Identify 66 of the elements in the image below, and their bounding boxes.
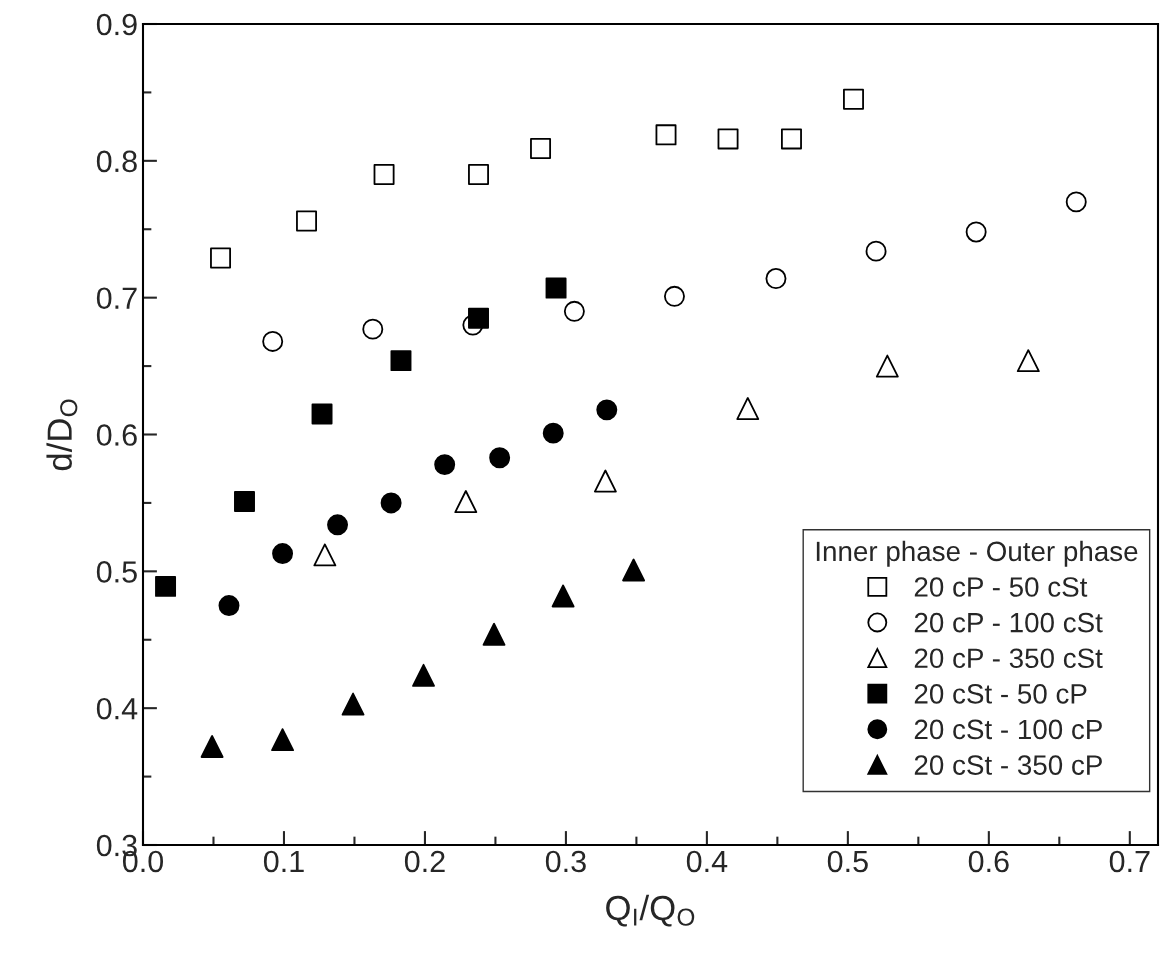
point [843,88,864,110]
point [1016,349,1040,373]
point [530,138,552,159]
point [272,543,294,565]
legend-label: 20 cP - 100 cSt [914,612,1103,633]
legend-label: 20 cP - 350 cSt [914,648,1103,669]
point [327,514,349,536]
point [736,397,760,420]
point [234,491,255,513]
point [542,422,564,444]
point [593,469,617,493]
point [210,247,232,269]
legend-label: 20 cSt - 50 cP [914,684,1087,704]
x-tick-label: 0.5 [827,850,868,873]
point [551,584,575,608]
point [434,454,456,476]
y-tick-label: 0.8 [96,150,137,173]
point [380,492,402,514]
point [311,403,333,425]
point [373,164,395,185]
point [296,210,318,232]
y-tick-label: 0.7 [96,287,137,310]
x-tick-label: 0.7 [1109,850,1150,873]
point [489,447,511,469]
point [262,330,284,352]
point [875,354,899,378]
legend-title: Inner phase - Outer phase [816,540,1138,567]
x-axis-title: Q$_{I}$/Q$_{O}$ [606,894,695,927]
point [545,277,567,299]
point [765,268,787,289]
point [313,543,337,567]
point [454,490,478,513]
point [1065,191,1087,213]
y-tick-label: 0.4 [96,697,138,720]
point [271,728,294,752]
point [655,124,677,146]
legend-label: 20 cSt - 100 cP [914,719,1102,740]
x-tick-label: 0.3 [545,850,586,873]
point [362,318,384,340]
point [663,285,685,307]
y-tick-label: 0.6 [96,424,137,446]
y-axis-title: d/D$_{O}$ [46,399,78,471]
point [412,663,435,687]
point [717,128,739,150]
point [468,307,489,329]
point [622,558,646,582]
point [780,128,802,150]
point [596,399,618,421]
x-tick-label: 0.4 [686,850,728,873]
point [865,240,887,262]
legend-label: 20 cP - 50 cSt [914,577,1088,597]
point [218,595,240,617]
point [200,735,224,758]
x-tick-label: 0.1 [263,850,304,873]
point [563,300,585,322]
point [468,164,489,185]
y-tick-label: 0.5 [96,561,137,583]
x-tick-label: 0.2 [404,850,445,873]
point [155,575,177,597]
point [965,221,987,243]
legend-label: 20 cSt - 350 cP [914,755,1102,775]
point [390,350,412,372]
point [482,622,506,646]
point [341,692,365,716]
x-tick-label: 0.6 [968,850,1009,873]
y-tick-label: 0.9 [96,13,137,36]
